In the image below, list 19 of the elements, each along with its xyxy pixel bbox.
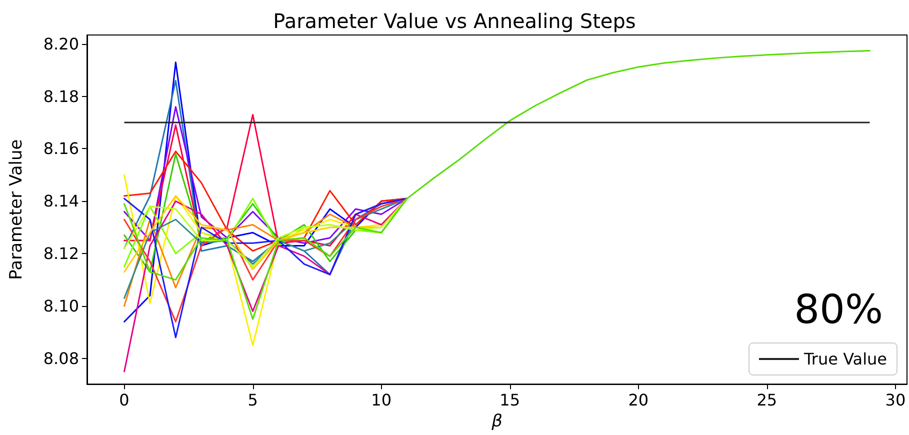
y-tick-label: 8.08 [43, 348, 79, 368]
x-tick-label: 25 [756, 390, 778, 410]
y-tick-label: 8.16 [43, 139, 79, 158]
x-tick-label: 10 [371, 390, 392, 410]
y-tick-label: 8.14 [43, 192, 79, 211]
x-tick-label: 0 [119, 390, 130, 410]
y-axis-title: Parameter Value [6, 139, 26, 280]
x-tick-label: 5 [248, 390, 258, 410]
x-tick-label: 20 [628, 390, 649, 410]
y-tick-label: 8.18 [43, 86, 79, 106]
y-tick-label: 8.10 [43, 296, 79, 316]
x-tick-label: 30 [885, 390, 906, 410]
y-tick-label: 8.20 [43, 34, 79, 54]
chart-title: Parameter Value vs Annealing Steps [273, 9, 636, 33]
x-tick-label: 15 [500, 390, 520, 410]
legend-label: True Value [802, 350, 888, 368]
annotation: 80% [794, 287, 883, 333]
x-axis-title: β [490, 412, 503, 432]
y-tick-label: 8.12 [43, 244, 79, 264]
